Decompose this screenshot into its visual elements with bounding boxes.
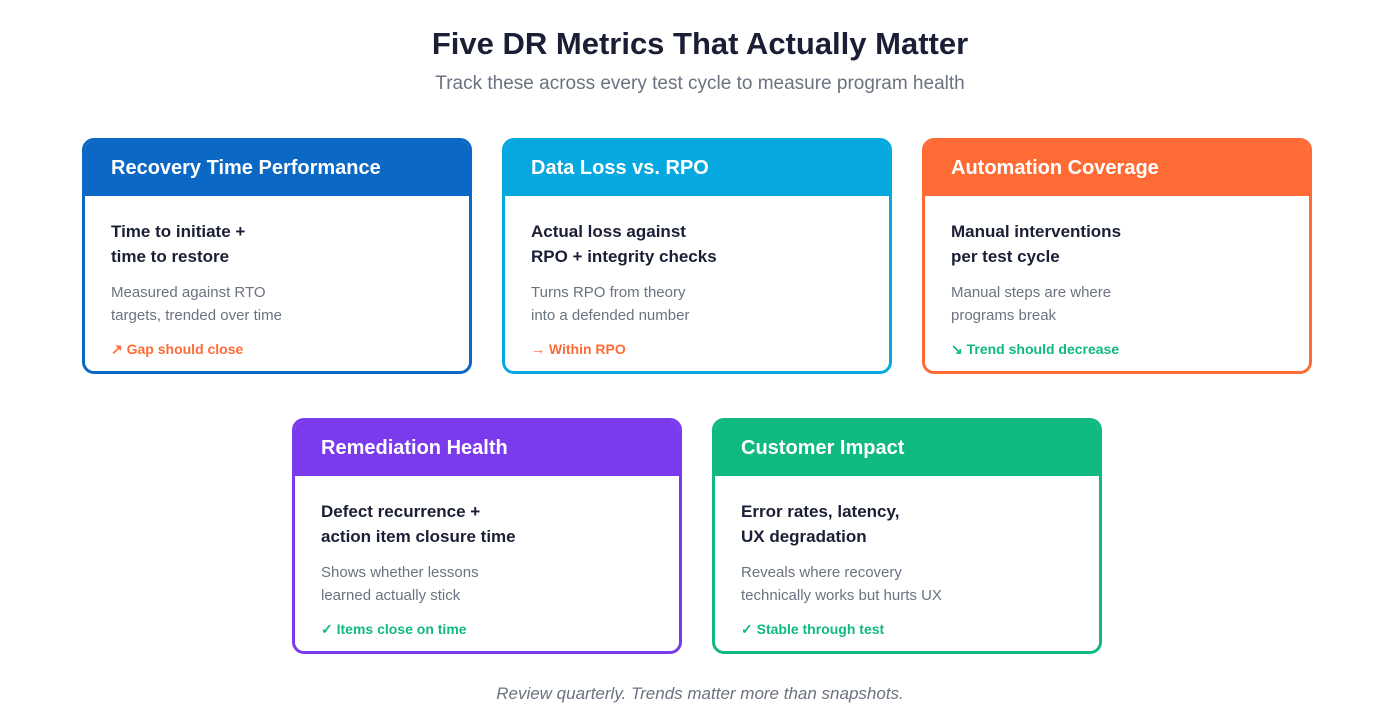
card-header: Customer Impact — [715, 421, 1099, 476]
card-trend: ✓ Stable through test — [741, 621, 885, 637]
card-header: Remediation Health — [295, 421, 679, 476]
metric-card-data-loss: Data Loss vs. RPO Actual loss against RP… — [502, 138, 892, 374]
card-description: Measured against RTO targets, trended ov… — [111, 284, 282, 324]
footer-note: Review quarterly. Trends matter more tha… — [496, 684, 904, 703]
page-subtitle: Track these across every test cycle to m… — [435, 73, 965, 94]
card-title: Remediation Health — [321, 437, 508, 459]
card-title: Customer Impact — [741, 437, 905, 459]
card-trend: ✓ Items close on time — [321, 621, 467, 637]
card-metric: Time to initiate + time to restore — [111, 222, 246, 266]
card-trend: → Within RPO — [531, 341, 626, 357]
page-title: Five DR Metrics That Actually Matter — [431, 26, 969, 61]
card-description: Manual steps are where programs break — [951, 284, 1112, 324]
card-trend: ↗ Gap should close — [111, 341, 244, 357]
card-header: Recovery Time Performance — [85, 141, 469, 196]
card-body: Defect recurrence + action item closure … — [295, 476, 679, 638]
card-title: Recovery Time Performance — [111, 157, 381, 179]
card-metric: Error rates, latency, UX degradation — [741, 502, 900, 546]
card-metric: Actual loss against RPO + integrity chec… — [531, 222, 717, 266]
metric-card-remediation: Remediation Health Defect recurrence + a… — [292, 418, 682, 654]
card-description: Reveals where recovery technically works… — [741, 564, 942, 604]
card-header: Automation Coverage — [925, 141, 1309, 196]
card-body: Actual loss against RPO + integrity chec… — [505, 196, 889, 357]
card-body: Manual interventions per test cycle Manu… — [925, 196, 1309, 358]
card-title: Data Loss vs. RPO — [531, 157, 709, 179]
metric-card-recovery-time: Recovery Time Performance Time to initia… — [82, 138, 472, 374]
card-metric: Defect recurrence + action item closure … — [321, 502, 516, 546]
card-description: Shows whether lessons learned actually s… — [321, 564, 479, 604]
card-title: Automation Coverage — [951, 157, 1159, 179]
card-trend: ↘ Trend should decrease — [951, 341, 1120, 357]
metric-card-customer-impact: Customer Impact Error rates, latency, UX… — [712, 418, 1102, 654]
card-metric: Manual interventions per test cycle — [951, 222, 1122, 266]
metric-card-automation: Automation Coverage Manual interventions… — [922, 138, 1312, 374]
card-header: Data Loss vs. RPO — [505, 141, 889, 196]
card-body: Error rates, latency, UX degradation Rev… — [715, 476, 1099, 638]
card-body: Time to initiate + time to restore Measu… — [85, 196, 469, 358]
card-description: Turns RPO from theory into a defended nu… — [531, 284, 690, 324]
